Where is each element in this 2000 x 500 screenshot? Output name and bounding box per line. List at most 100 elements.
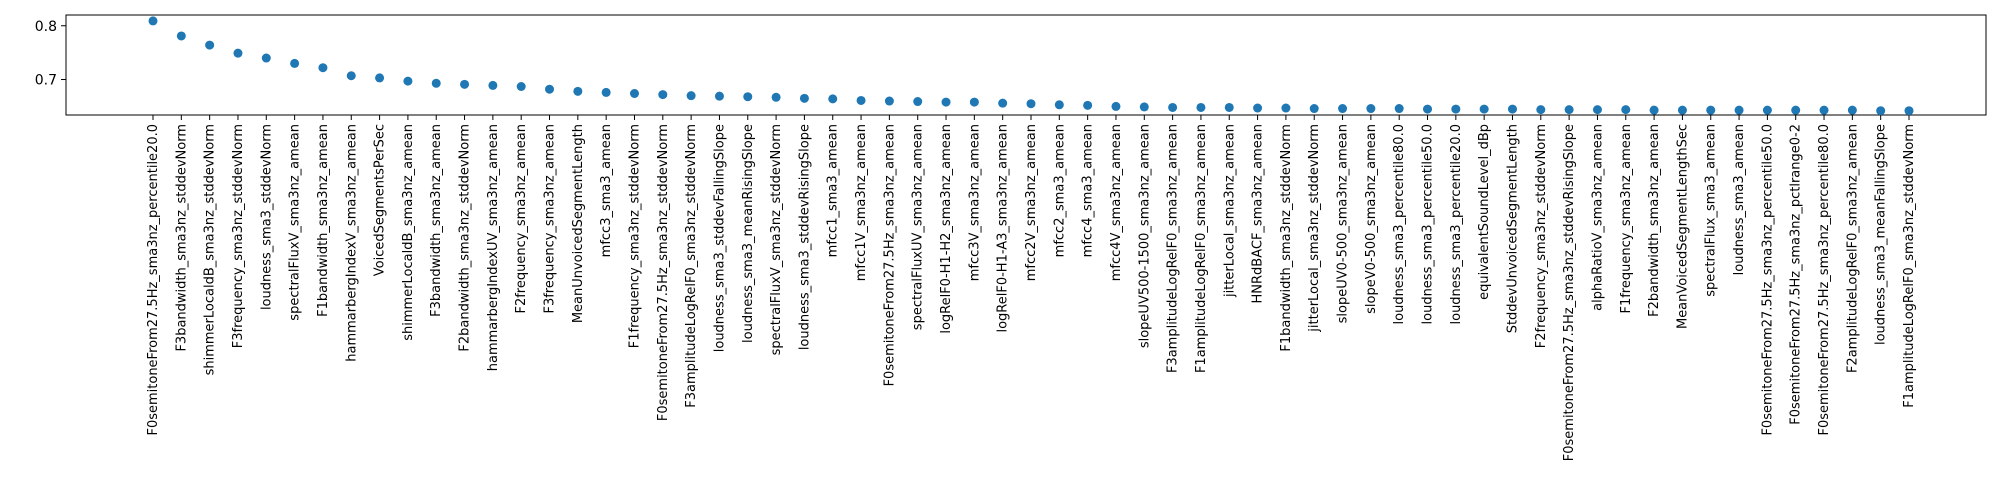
data-point	[1791, 105, 1801, 115]
x-tick-label: slopeUV500-1500_sma3nz_amean	[1137, 124, 1152, 348]
x-tick-label: F3bandwidth_sma3nz_amean	[429, 124, 444, 317]
data-point	[488, 80, 498, 90]
x-tick-label: loudness_sma3_stddevRisingSlope	[797, 124, 812, 350]
data-point	[1111, 101, 1121, 111]
x-tick-label: spectralFluxUV_sma3nz_amean	[911, 124, 926, 330]
x-axis: F0semitoneFrom27.5Hz_sma3nz_percentile20…	[146, 115, 1917, 461]
x-tick-label: F0semitoneFrom27.5Hz_sma3nz_amean	[882, 124, 897, 386]
data-point	[771, 92, 781, 102]
x-tick-label: F0semitoneFrom27.5Hz_sma3nz_percentile20…	[146, 124, 161, 436]
data-point	[1083, 100, 1093, 110]
y-tick-label: 0.7	[35, 73, 57, 89]
data-point	[1649, 105, 1659, 115]
data-point	[1564, 105, 1574, 115]
data-point	[205, 40, 215, 50]
x-tick-label: F2bandwidth_sma3nz_amean	[1647, 124, 1662, 317]
data-point	[1904, 106, 1914, 116]
x-tick-label: F3amplitudeLogRelF0_sma3nz_stddevNorm	[684, 124, 699, 408]
data-point	[1621, 105, 1631, 115]
data-point	[261, 53, 271, 63]
x-tick-label: equivalentSoundLevel_dBp	[1477, 124, 1492, 300]
x-tick-label: loudness_sma3_meanFallingSlope	[1874, 124, 1889, 345]
x-tick-label: mfcc1V_sma3nz_amean	[854, 124, 869, 281]
x-tick-label: F3bandwidth_sma3nz_stddevNorm	[174, 124, 189, 352]
data-point	[1338, 104, 1348, 114]
x-tick-label: mfcc2_sma3_amean	[1052, 124, 1067, 257]
data-point	[1423, 104, 1433, 114]
x-tick-label: spectralFluxV_sma3nz_stddevNorm	[769, 124, 784, 355]
x-tick-label: loudness_sma3_percentile50.0	[1421, 124, 1436, 324]
data-point	[998, 98, 1008, 108]
data-point	[375, 73, 385, 83]
x-tick-label: F2frequency_sma3nz_amean	[514, 124, 529, 314]
data-point	[516, 82, 526, 92]
data-point	[686, 91, 696, 101]
data-point	[969, 97, 979, 107]
x-tick-label: spectralFlux_sma3_amean	[1704, 124, 1719, 297]
data-point	[884, 96, 894, 106]
data-point	[743, 92, 753, 102]
x-tick-label: loudness_sma3_amean	[1732, 124, 1747, 275]
x-tick-label: F1bandwidth_sma3nz_stddevNorm	[1279, 124, 1294, 352]
x-tick-label: F0semitoneFrom27.5Hz_sma3nz_percentile80…	[1817, 124, 1832, 436]
data-point	[233, 48, 243, 58]
data-point	[913, 97, 923, 107]
data-point	[1677, 105, 1687, 115]
data-point	[318, 63, 328, 73]
data-point	[545, 84, 555, 94]
x-tick-label: StddevUnvoicedSegmentLength	[1505, 124, 1520, 333]
x-tick-label: mfcc2V_sma3nz_amean	[1024, 124, 1039, 281]
x-tick-label: HNRdBACF_sma3nz_amean	[1251, 124, 1266, 304]
data-point	[1876, 106, 1886, 116]
x-tick-label: F1amplitudeLogRelF0_sma3nz_stddevNorm	[1902, 124, 1917, 408]
data-point	[1706, 105, 1716, 115]
data-point	[1366, 104, 1376, 114]
x-tick-label: hammarbergIndexV_sma3nz_amean	[344, 124, 359, 362]
x-tick-label: VoicedSegmentsPerSec	[373, 124, 388, 276]
data-point	[1139, 102, 1149, 112]
data-point	[460, 79, 470, 89]
data-point	[1026, 99, 1036, 109]
data-point	[148, 16, 158, 26]
x-tick-label: F0semitoneFrom27.5Hz_sma3nz_stddevRising…	[1562, 124, 1577, 461]
data-point	[403, 76, 413, 86]
data-point	[1309, 104, 1319, 114]
x-tick-label: F3frequency_sma3nz_amean	[543, 124, 558, 314]
data-point	[176, 31, 186, 41]
data-point	[1253, 103, 1263, 113]
x-tick-label: mfcc3V_sma3nz_amean	[967, 124, 982, 281]
data-point	[1536, 105, 1546, 115]
data-point	[346, 71, 356, 81]
data-point	[1734, 105, 1744, 115]
x-tick-label: mfcc4_sma3_amean	[1081, 124, 1096, 257]
y-tick-label: 0.8	[35, 19, 57, 35]
data-points	[148, 16, 1914, 116]
x-tick-label: slopeV0-500_sma3nz_amean	[1364, 124, 1379, 314]
data-point	[799, 93, 809, 103]
data-point	[856, 95, 866, 105]
data-point	[601, 87, 611, 97]
x-tick-label: F3amplitudeLogRelF0_sma3nz_amean	[1166, 124, 1181, 373]
x-tick-label: jitterLocal_sma3nz_amean	[1222, 124, 1237, 298]
data-point	[1762, 105, 1772, 115]
x-tick-label: F0semitoneFrom27.5Hz_sma3nz_percentile50…	[1760, 124, 1775, 436]
x-tick-label: logRelF0-H1-H2_sma3nz_amean	[939, 124, 954, 334]
x-tick-label: F1frequency_sma3nz_amean	[1619, 124, 1634, 314]
x-tick-label: loudness_sma3_percentile80.0	[1392, 124, 1407, 324]
data-point	[1196, 102, 1206, 112]
data-point	[1224, 102, 1234, 112]
data-point	[714, 91, 724, 101]
y-axis: 0.7 0.8	[35, 19, 66, 89]
data-point	[1819, 105, 1829, 115]
data-point	[1507, 104, 1517, 114]
x-tick-label: F1frequency_sma3nz_stddevNorm	[627, 124, 642, 348]
x-tick-label: slopeUV0-500_sma3nz_amean	[1336, 124, 1351, 323]
x-tick-label: loudness_sma3_stddevFallingSlope	[712, 124, 727, 352]
x-tick-label: loudness_sma3_stddevNorm	[259, 124, 274, 310]
x-tick-label: F2bandwidth_sma3nz_stddevNorm	[458, 124, 473, 352]
data-point	[1054, 100, 1064, 110]
x-tick-label: F0semitoneFrom27.5Hz_sma3nz_pctlrange0-2	[1789, 124, 1804, 425]
data-point	[1847, 105, 1857, 115]
x-tick-label: logRelF0-H1-A3_sma3nz_amean	[996, 124, 1011, 333]
x-tick-label: loudness_sma3_percentile20.0	[1449, 124, 1464, 324]
